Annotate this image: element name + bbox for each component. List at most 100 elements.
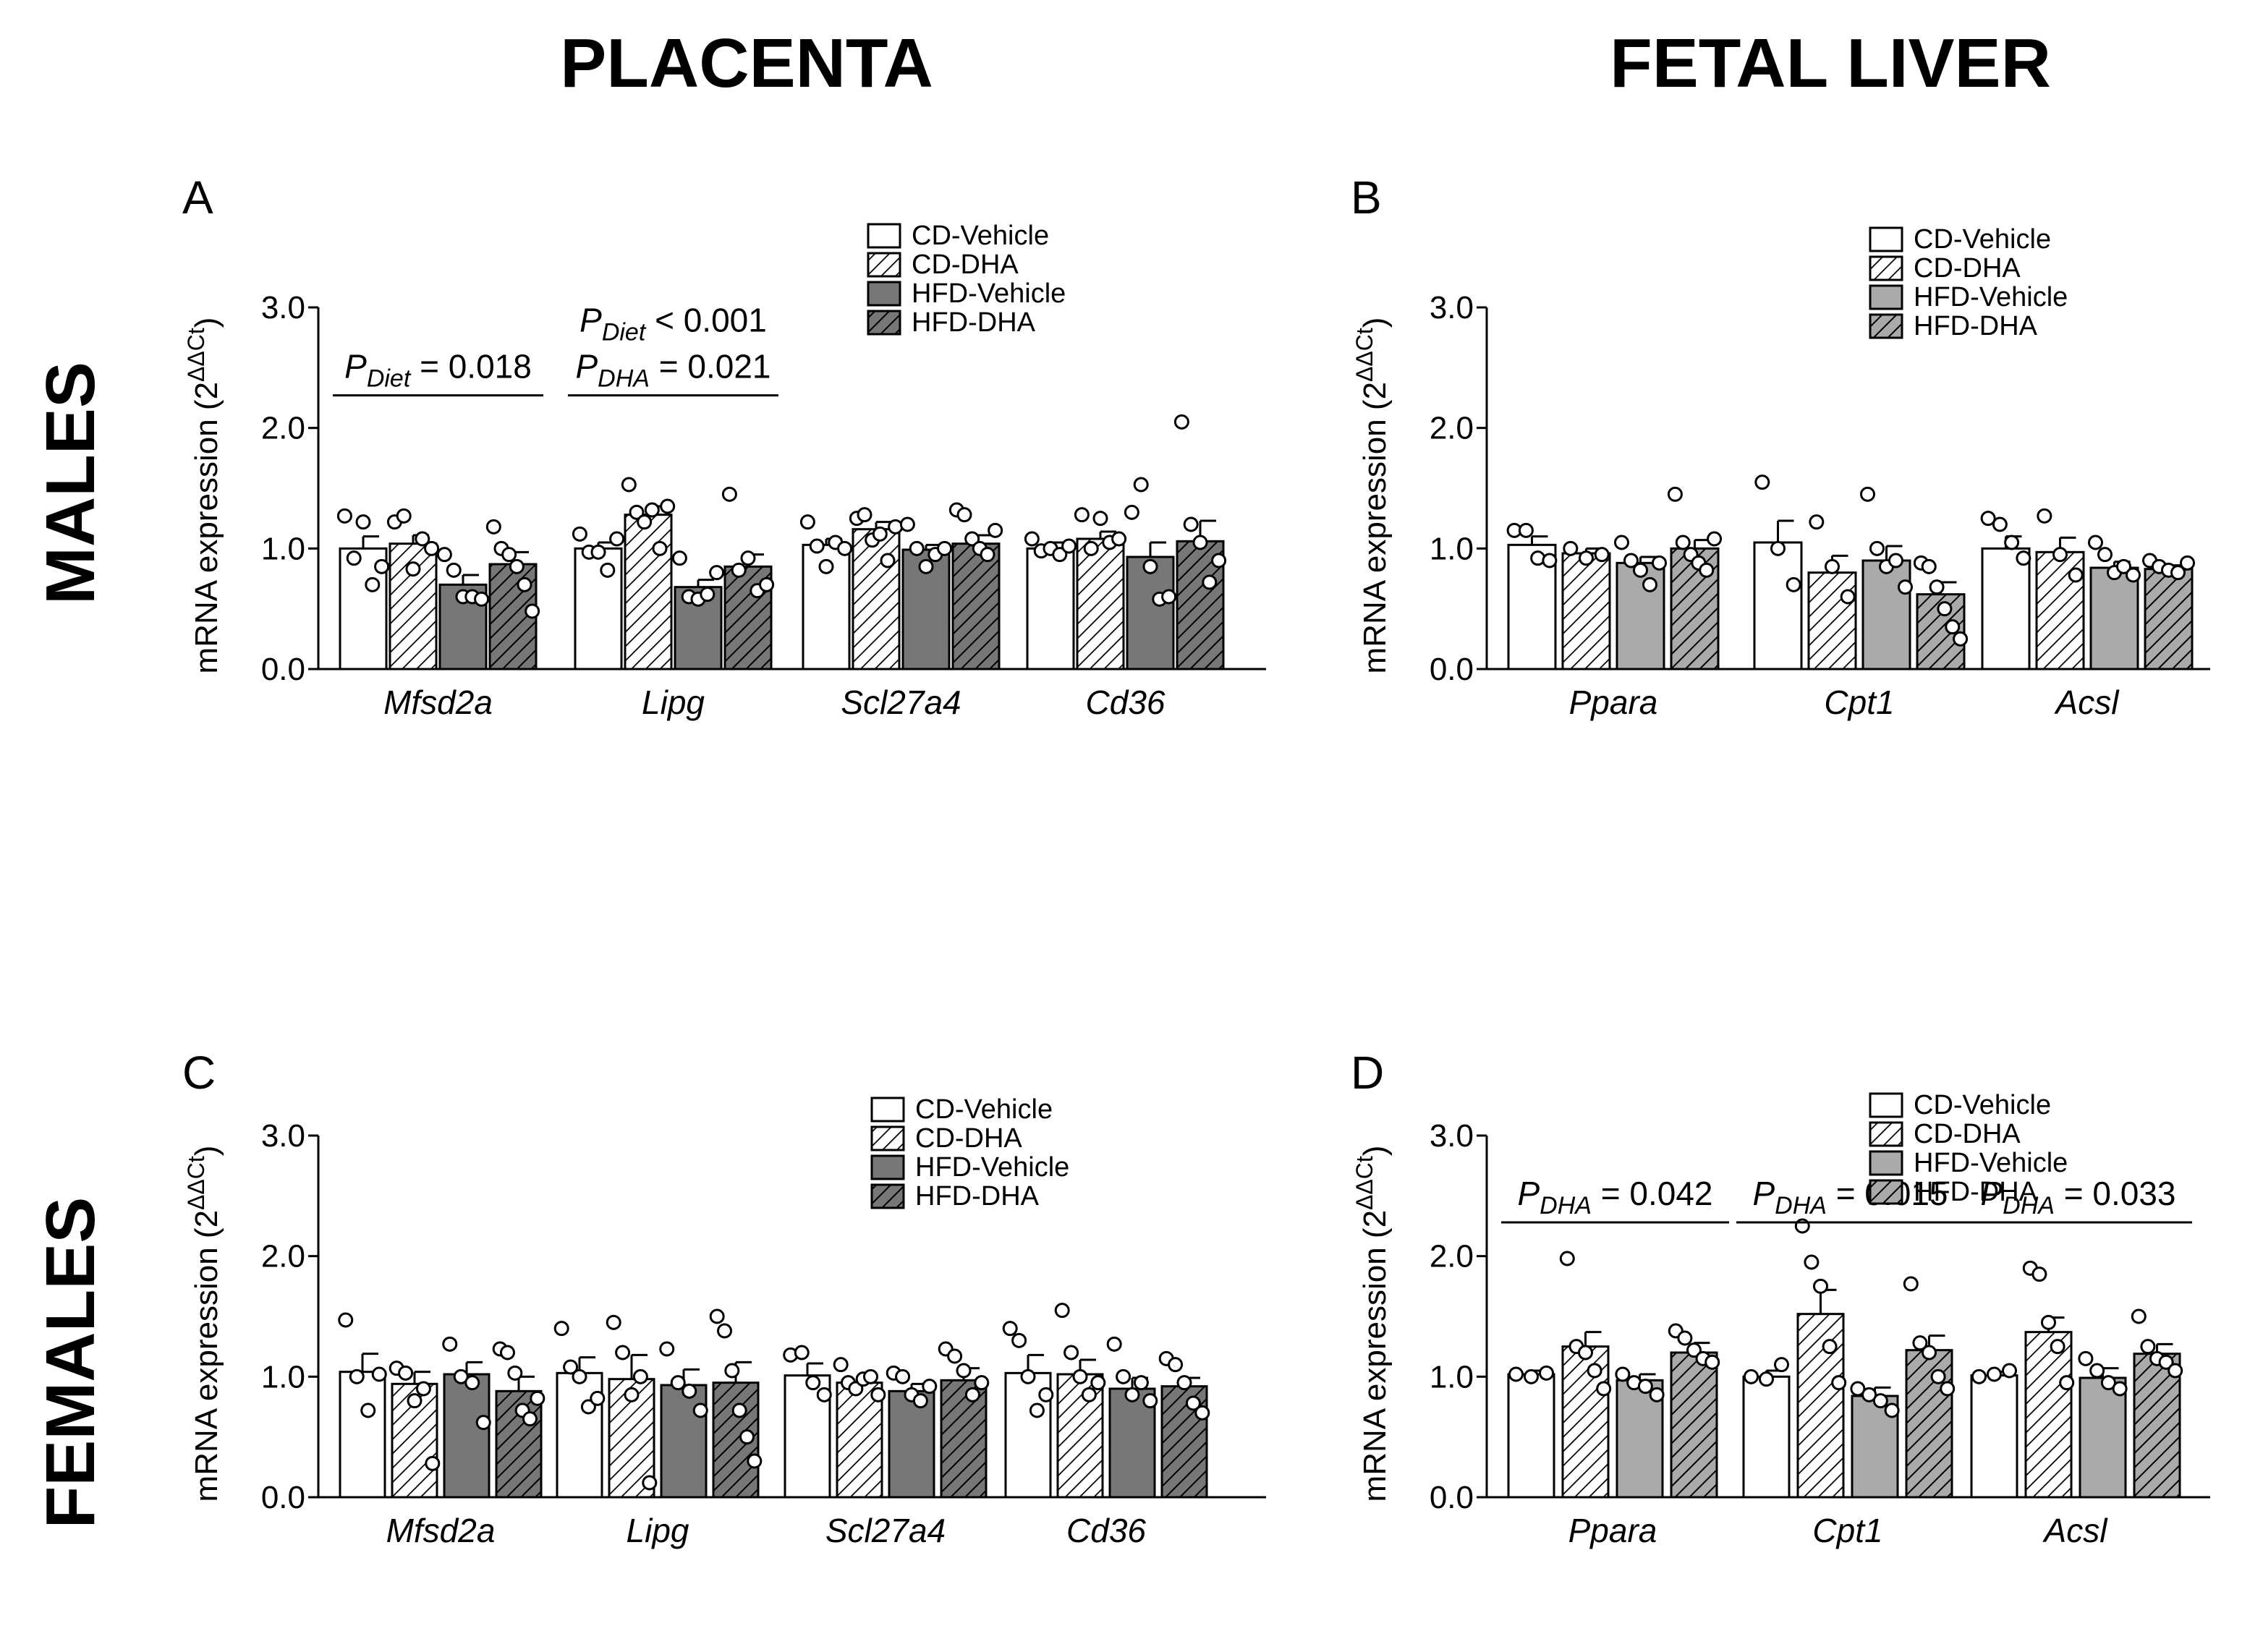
x-tick-label: Mfsd2a xyxy=(383,684,493,721)
data-point xyxy=(863,1368,878,1384)
data-point xyxy=(759,576,775,592)
bar xyxy=(574,547,623,670)
data-point xyxy=(1011,1332,1027,1348)
data-point xyxy=(2068,567,2084,583)
legend-label: CD-DHA xyxy=(1914,1119,2021,1149)
data-point xyxy=(2041,1314,2056,1330)
data-point xyxy=(517,576,532,592)
data-point xyxy=(2052,547,2068,563)
data-point xyxy=(1124,1387,1140,1402)
data-point xyxy=(1563,540,1579,556)
data-point xyxy=(1652,555,1667,571)
data-point xyxy=(336,508,352,524)
data-point xyxy=(1194,1405,1210,1421)
data-point xyxy=(1081,1387,1097,1402)
bar xyxy=(836,1381,883,1499)
data-point xyxy=(709,565,725,581)
data-point xyxy=(1083,540,1099,556)
data-point xyxy=(1061,538,1077,554)
data-point xyxy=(606,1314,621,1330)
y-tick-label: 3.0 xyxy=(261,290,305,325)
data-point xyxy=(818,558,834,574)
data-point xyxy=(1667,486,1683,502)
y-tick-label: 2.0 xyxy=(1430,411,1474,446)
legend-label: HFD-DHA xyxy=(915,1181,1040,1212)
data-point xyxy=(805,1375,821,1391)
legend-label: HFD-Vehicle xyxy=(1914,1148,2068,1178)
data-point xyxy=(1898,579,1913,595)
data-point xyxy=(1872,1393,1888,1409)
bar xyxy=(888,1389,935,1499)
data-point xyxy=(964,1387,980,1402)
data-point xyxy=(1744,1368,1759,1384)
data-point xyxy=(1133,477,1149,493)
panel-letter: C xyxy=(182,1049,216,1099)
data-point xyxy=(1770,540,1786,556)
data-point xyxy=(349,1368,365,1384)
data-point xyxy=(424,540,440,556)
data-point xyxy=(1161,589,1177,605)
data-point xyxy=(360,1402,376,1418)
legend-label: HFD-DHA xyxy=(1914,311,2038,341)
legend-label: CD-Vehicle xyxy=(1914,224,2051,255)
data-point xyxy=(1185,1395,1201,1411)
y-tick-label: 0.0 xyxy=(1430,652,1474,687)
data-point xyxy=(2168,1363,2183,1379)
legend-label: HFD-Vehicle xyxy=(912,278,1066,309)
data-point xyxy=(1850,1381,1866,1397)
data-point xyxy=(857,507,872,523)
data-point xyxy=(572,526,587,542)
data-point xyxy=(1809,514,1825,530)
y-tick-label: 0.0 xyxy=(1430,1480,1474,1515)
y-tick-label: 1.0 xyxy=(1430,1359,1474,1395)
bar xyxy=(2144,568,2194,670)
y-tick-label: 2.0 xyxy=(261,1239,305,1274)
legend-label: HFD-DHA xyxy=(912,307,1036,338)
bar xyxy=(1796,1313,1845,1499)
data-point xyxy=(2016,550,2031,566)
data-point xyxy=(1054,1303,1070,1319)
data-point xyxy=(1686,1342,1702,1358)
data-point xyxy=(2126,567,2141,583)
data-point xyxy=(407,1393,423,1409)
bar xyxy=(1905,1349,1953,1499)
data-point xyxy=(621,477,637,493)
data-point xyxy=(740,550,756,566)
data-point xyxy=(2002,1363,2017,1379)
data-point xyxy=(1615,1366,1631,1382)
data-point xyxy=(2100,1375,2116,1391)
data-point xyxy=(2059,1375,2075,1391)
data-point xyxy=(1524,1368,1539,1384)
data-point xyxy=(2078,1350,2094,1366)
bar xyxy=(1615,561,1665,670)
legend-label: CD-Vehicle xyxy=(1914,1090,2051,1120)
bar xyxy=(1670,1351,1718,1499)
data-point xyxy=(1675,535,1691,550)
data-point xyxy=(731,1402,747,1418)
data-point xyxy=(1774,1357,1789,1373)
data-point xyxy=(1002,1321,1018,1337)
data-point xyxy=(637,514,653,530)
y-tick-label: 1.0 xyxy=(261,1359,305,1395)
data-point xyxy=(899,516,915,532)
data-point xyxy=(1637,1379,1653,1395)
x-tick-label: Scl27a4 xyxy=(841,684,961,721)
data-point xyxy=(2088,535,2103,550)
data-point xyxy=(709,1308,725,1324)
panel-letter: B xyxy=(1351,174,1382,223)
data-point xyxy=(2158,1354,2174,1370)
data-point xyxy=(522,1411,538,1427)
y-axis-label: mRNA expression (2ΔΔCt) xyxy=(183,318,224,674)
data-point xyxy=(2170,565,2186,581)
males-title: MALES xyxy=(32,362,109,605)
data-point xyxy=(1074,507,1090,523)
data-point xyxy=(2112,1381,2128,1397)
data-point xyxy=(507,1365,523,1381)
placenta-title: PLACENTA xyxy=(560,25,933,102)
data-point xyxy=(501,547,517,563)
data-point xyxy=(644,502,660,518)
data-point xyxy=(600,562,616,578)
data-point xyxy=(1623,553,1639,569)
data-point xyxy=(1707,531,1723,547)
